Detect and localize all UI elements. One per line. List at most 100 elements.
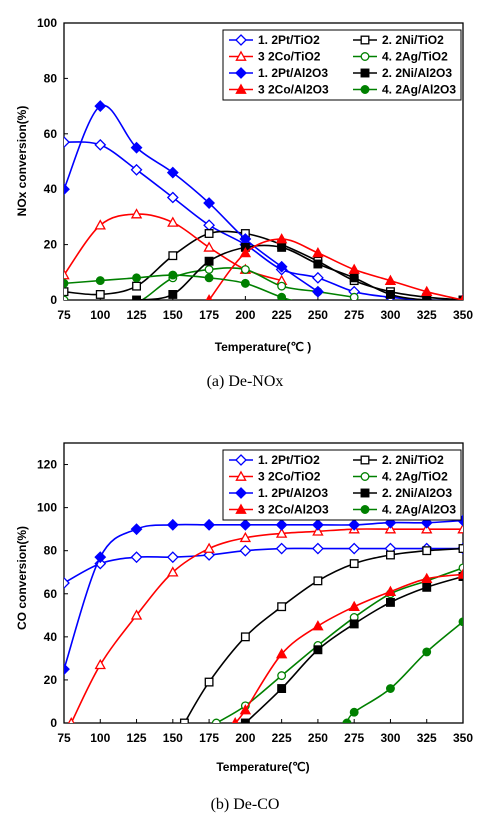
series-line-2-2ni-al2o3: [136, 244, 463, 300]
data-point-4-2ag-al2o3: [168, 270, 178, 280]
legend-entry-1-2pt-al2o3: 1. 2Pt/Al2O3: [258, 486, 328, 500]
series-co: [64, 514, 463, 723]
data-point-4-2ag-al2o3: [277, 292, 287, 300]
legend-marker-1-2pt-al2o3: [235, 67, 247, 79]
x-tick-label: 325: [417, 308, 437, 322]
legend-entry-1-2pt-tio2: 1. 2Pt/TiO2: [258, 33, 320, 47]
data-point-1-2pt-tio2: [94, 138, 107, 151]
x-tick-label: 150: [163, 731, 183, 745]
data-point-1-2pt-al2o3: [166, 166, 179, 179]
y-tick-label: 100: [37, 501, 57, 515]
legend-entry-4-2ag-al2o3: 4. 2Ag/Al2O3: [382, 83, 456, 97]
legend-box: [222, 29, 462, 101]
data-point-1-2pt-tio2: [239, 544, 252, 557]
data-point-1-2pt-al2o3: [94, 100, 107, 113]
data-point-2-2ni-al2o3: [313, 645, 323, 655]
legend-marker-3-2co-tio2: [235, 470, 247, 481]
data-point-3-2co-al2o3: [384, 585, 397, 596]
data-point-1-2pt-tio2: [166, 191, 179, 204]
caption-nox: (a) De-NOx: [207, 373, 284, 390]
data-point-1-2pt-tio2: [130, 551, 143, 564]
legend-marker-2-2ni-tio2: [360, 35, 370, 45]
legend-marker-4-2ag-tio2: [360, 472, 370, 481]
data-point-1-2pt-al2o3: [311, 518, 324, 531]
legend-entry-3-2co-tio2: 3 2Co/TiO2: [258, 50, 321, 64]
data-point-2-2ni-tio2: [458, 544, 463, 553]
data-point-3-2co-al2o3: [459, 294, 463, 300]
data-point-4-2ag-tio2: [211, 718, 221, 723]
data-point-2-2ni-tio2: [313, 576, 323, 586]
x-tick-label: 300: [380, 731, 400, 745]
x-tick-label: 225: [272, 308, 292, 322]
data-point-1-2pt-al2o3: [130, 141, 143, 154]
legend-marker-3-2co-al2o3: [235, 503, 247, 514]
x-tick-label: 350: [453, 731, 473, 745]
data-point-3-2co-tio2: [167, 216, 179, 227]
legend-entry-1-2pt-tio2: 1. 2Pt/TiO2: [258, 453, 320, 467]
y-tick-label: 20: [44, 238, 58, 252]
x-axis-label-nox: Temperature(℃ ): [215, 340, 312, 354]
x-tick-label: 100: [90, 731, 110, 745]
legend-entry-2-2ni-al2o3: 2. 2Ni/Al2O3: [382, 486, 452, 500]
legend-nox: 1. 2Pt/TiO2 2. 2Ni/TiO2 3 2Co/TiO2 4. 2Ag/T…: [222, 29, 462, 101]
legend-box: [222, 449, 462, 521]
data-point-2-2ni-al2o3: [422, 295, 432, 300]
data-point-1-2pt-tio2: [64, 577, 70, 589]
caption-co: (b) De-CO: [211, 796, 280, 813]
legend-marker-4-2ag-al2o3: [360, 505, 370, 514]
x-tick-label: 125: [127, 308, 147, 322]
series-line-3-2co-al2o3: [208, 238, 463, 300]
data-point-4-2ag-al2o3: [95, 276, 105, 286]
x-tick-label: 175: [199, 308, 219, 322]
data-point-3-2co-al2o3: [348, 600, 360, 612]
data-point-1-2pt-al2o3: [203, 197, 216, 209]
data-point-3-2co-al2o3: [239, 704, 252, 715]
data-point-3-2co-tio2: [130, 609, 143, 620]
legend-entry-3-2co-al2o3: 3 2Co/Al2O3: [258, 503, 329, 517]
x-tick-label: 150: [163, 308, 183, 322]
data-point-2-2ni-al2o3: [386, 597, 395, 607]
legend-co: 1. 2Pt/TiO2 2. 2Ni/TiO2 3 2Co/TiO2 4. 2Ag/T…: [222, 449, 462, 521]
x-tick-label: 125: [127, 731, 147, 745]
data-point-1-2pt-al2o3: [275, 260, 288, 273]
data-point-3-2co-al2o3: [205, 294, 213, 300]
data-point-1-2pt-tio2: [130, 163, 143, 176]
y-tick-label: 0: [50, 293, 57, 307]
data-point-2-2ni-tio2: [386, 550, 395, 560]
data-point-2-2ni-tio2: [277, 602, 287, 612]
legend-marker-4-2ag-tio2: [360, 52, 370, 61]
y-axis-label-co: CO conversion(%): [15, 526, 29, 630]
data-point-3-2co-al2o3: [421, 572, 433, 584]
data-point-3-2co-tio2: [203, 241, 215, 252]
x-axis-label-co: Temperature(℃): [216, 760, 309, 774]
y-tick-label: 0: [50, 716, 57, 730]
x-tick-label: 350: [453, 308, 473, 322]
data-point-4-2ag-tio2: [349, 292, 359, 300]
data-point-3-2co-tio2: [384, 523, 397, 534]
legend-marker-2-2ni-al2o3: [360, 68, 370, 78]
data-point-3-2co-tio2: [130, 208, 143, 219]
legend-entry-4-2ag-tio2: 4. 2Ag/TiO2: [382, 50, 448, 64]
data-point-2-2ni-al2o3: [240, 718, 250, 723]
data-point-3-2co-al2o3: [275, 233, 288, 244]
data-point-3-2co-tio2: [167, 566, 179, 577]
data-point-2-2ni-al2o3: [277, 242, 287, 252]
legend-marker-2-2ni-tio2: [360, 455, 370, 465]
y-tick-label: 40: [44, 630, 58, 644]
x-tick-label: 275: [344, 308, 364, 322]
data-point-3-2co-tio2: [94, 219, 106, 230]
data-point-2-2ni-al2o3: [204, 256, 214, 266]
data-point-1-2pt-al2o3: [64, 183, 70, 196]
data-point-4-2ag-tio2: [64, 295, 69, 300]
data-point-2-2ni-al2o3: [422, 582, 432, 592]
data-point-1-2pt-al2o3: [203, 518, 216, 531]
data-point-3-2co-al2o3: [231, 717, 239, 723]
legend-entry-4-2ag-tio2: 4. 2Ag/TiO2: [382, 470, 448, 484]
data-point-3-2co-tio2: [67, 717, 75, 723]
data-point-4-2ag-al2o3: [64, 278, 69, 288]
data-point-3-2co-tio2: [421, 523, 433, 534]
data-point-4-2ag-tio2: [277, 281, 287, 291]
data-point-3-2co-tio2: [239, 531, 252, 543]
data-point-1-2pt-al2o3: [311, 285, 324, 298]
data-point-3-2co-al2o3: [312, 620, 324, 631]
